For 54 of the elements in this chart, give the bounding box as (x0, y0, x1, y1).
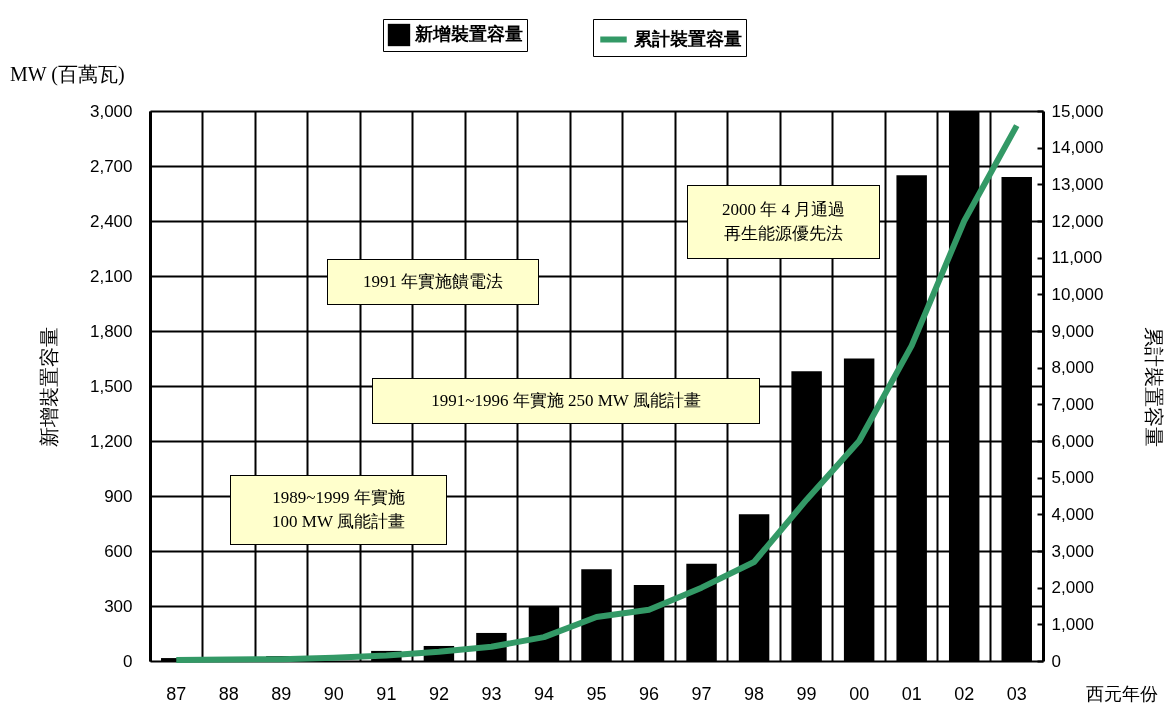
x-tick-label: 92 (428, 683, 449, 704)
y-tick-label: 2,400 (89, 211, 133, 231)
y-tick-label: 1,500 (89, 376, 133, 396)
y2-tick-label: 1,000 (1051, 614, 1095, 634)
x-tick-label: 03 (1006, 683, 1027, 704)
legend-label: 新增裝置容量 (414, 24, 523, 44)
y2-tick-label: 5,000 (1051, 468, 1095, 488)
y2-axis-title: 累計裝置容量 (1143, 326, 1166, 447)
y-tick-label: 600 (104, 541, 133, 561)
y-tick-label: 0 (123, 651, 133, 671)
y2-tick-label: 7,000 (1051, 394, 1095, 414)
x-tick-label: 96 (639, 683, 660, 704)
y2-tick-label: 15,000 (1051, 101, 1104, 121)
y2-tick-label: 4,000 (1051, 504, 1095, 524)
y2-tick-label: 3,000 (1051, 541, 1095, 561)
y-tick-label: 300 (104, 596, 133, 616)
y2-tick-label: 8,000 (1051, 358, 1095, 378)
y2-tick-label: 10,000 (1051, 284, 1104, 304)
annotation: 1991~1996 年實施 250 MW 風能計畫 (430, 390, 702, 412)
y2-tick-label: 9,000 (1051, 321, 1095, 341)
x-tick-label: 89 (271, 683, 292, 704)
x-tick-label: 91 (376, 683, 397, 704)
y-axis-title: 新增裝置容量 (37, 326, 60, 447)
y2-tick-label: 12,000 (1051, 211, 1104, 231)
x-tick-label: 88 (218, 683, 239, 704)
x-tick-label: 98 (744, 683, 765, 704)
y-tick-label: 1,200 (89, 431, 133, 451)
x-tick-label: 02 (954, 683, 975, 704)
annotation: 1989~1999 年實施100 MW 風能計畫 (271, 487, 406, 533)
y2-tick-label: 0 (1051, 651, 1061, 671)
text: MW (百萬瓦) (10, 62, 125, 86)
annotation: 1991 年實施饋電法 (361, 271, 505, 293)
y2-tick-label: 11,000 (1051, 248, 1103, 268)
x-tick-label: 87 (166, 683, 187, 704)
y2-tick-label: 14,000 (1051, 138, 1104, 158)
x-tick-label: 95 (586, 683, 607, 704)
x-tick-label: 00 (849, 683, 870, 704)
y2-tick-label: 13,000 (1051, 174, 1104, 194)
y2-tick-label: 2,000 (1051, 578, 1095, 598)
x-tick-label: 99 (796, 683, 817, 704)
x-tick-label: 93 (481, 683, 502, 704)
x-tick-label: 01 (901, 683, 922, 704)
y-tick-label: 900 (104, 486, 133, 506)
x-axis-title: 西元年份 (1085, 683, 1158, 704)
y-tick-label: 2,100 (89, 266, 133, 286)
y2-tick-label: 6,000 (1051, 431, 1095, 451)
y-tick-label: 3,000 (89, 101, 133, 121)
annotation: 2000 年 4 月通過再生能源優先法 (720, 199, 847, 245)
x-tick-label: 97 (691, 683, 712, 704)
legend-label: 累計裝置容量 (633, 28, 742, 49)
x-tick-label: 94 (533, 683, 554, 704)
y-tick-label: 1,800 (89, 321, 133, 341)
y-tick-label: 2,700 (89, 156, 133, 176)
x-tick-label: 90 (323, 683, 344, 704)
